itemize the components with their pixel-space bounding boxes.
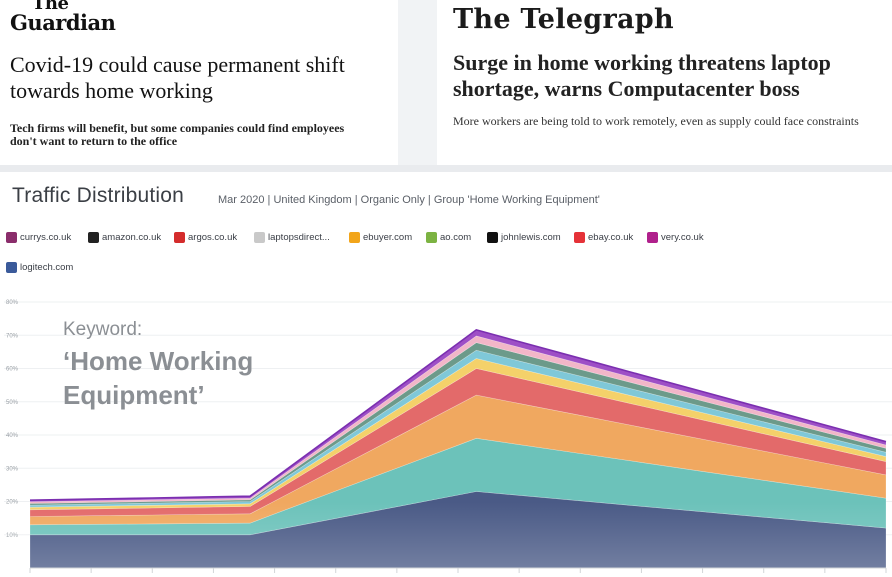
ao-icon <box>426 232 437 243</box>
y-tick-label: 40% <box>6 433 19 439</box>
guardian-article-card: The Guardian Covid-19 could cause perman… <box>0 0 398 165</box>
legend-label: ebay.co.uk <box>588 232 634 243</box>
y-tick-label: 30% <box>6 466 19 472</box>
legend-label: amazon.co.uk <box>102 232 162 243</box>
legend-label: currys.co.uk <box>20 232 72 243</box>
legend-item-johnlewis-com[interactable]: johnlewis.com <box>487 232 561 243</box>
y-tick-label: 50% <box>6 400 19 406</box>
guardian-headline: Covid-19 could cause permanent shift tow… <box>10 52 345 103</box>
legend-item-logitech-com[interactable]: logitech.com <box>6 262 73 273</box>
y-tick-label: 20% <box>6 500 19 506</box>
area-series-2 <box>29 394 887 526</box>
legend-label: argos.co.uk <box>188 232 238 243</box>
ebuyer-icon <box>349 232 360 243</box>
legend-item-ao-com[interactable]: ao.com <box>426 232 471 243</box>
legend-label: ao.com <box>440 232 472 243</box>
y-tick-label: 10% <box>6 533 19 539</box>
guardian-logo: The Guardian <box>10 0 116 35</box>
argos-icon <box>174 232 185 243</box>
panel-title: Traffic Distribution <box>12 184 185 207</box>
logitech-icon <box>6 262 17 273</box>
guardian-standfirst: Tech firms will benefit, but some compan… <box>10 121 345 148</box>
legend-item-very-co-uk[interactable]: very.co.uk <box>647 232 704 243</box>
telegraph-article-card: The Telegraph Surge in home working thre… <box>437 0 892 165</box>
telegraph-headline: Surge in home working threatens laptop s… <box>453 50 831 101</box>
keyword-label: Keyword: <box>63 319 143 340</box>
y-tick-label: 70% <box>6 333 19 339</box>
panel-subtitle: Mar 2020 | United Kingdom | Organic Only… <box>218 194 600 206</box>
traffic-area-chart: 10% 20% 30% 40% 50% 60% 70% 80% <box>4 300 892 573</box>
ebay-icon <box>574 232 585 243</box>
legend-label: johnlewis.com <box>501 232 561 243</box>
y-tick-label: 80% <box>6 300 19 306</box>
currys-icon <box>6 232 17 243</box>
traffic-distribution-panel: Traffic Distribution Mar 2020 | United K… <box>0 172 892 577</box>
legend-label: laptopsdirect... <box>268 232 330 243</box>
keyword-term: ‘Home Working Equipment’ <box>63 346 254 410</box>
legend-item-laptopsdirect-[interactable]: laptopsdirect... <box>254 232 330 243</box>
legend-item-argos-co-uk[interactable]: argos.co.uk <box>174 232 237 243</box>
card-gap <box>398 0 437 165</box>
telegraph-logo: The Telegraph <box>453 4 674 35</box>
very-icon <box>647 232 658 243</box>
laptopsdirect-icon <box>254 232 265 243</box>
legend-item-amazon-co-uk[interactable]: amazon.co.uk <box>88 232 161 243</box>
legend-label: ebuyer.com <box>363 232 413 243</box>
johnlewis-icon <box>487 232 498 243</box>
telegraph-standfirst: More workers are being told to work remo… <box>453 114 859 128</box>
amazon-icon <box>88 232 99 243</box>
legend-label: very.co.uk <box>661 232 704 243</box>
legend-item-currys-co-uk[interactable]: currys.co.uk <box>6 232 71 243</box>
total-outline <box>29 329 887 501</box>
y-tick-label: 60% <box>6 367 19 373</box>
legend-item-ebuyer-com[interactable]: ebuyer.com <box>349 232 412 243</box>
legend-label: logitech.com <box>20 262 74 273</box>
legend-item-ebay-co-uk[interactable]: ebay.co.uk <box>574 232 633 243</box>
